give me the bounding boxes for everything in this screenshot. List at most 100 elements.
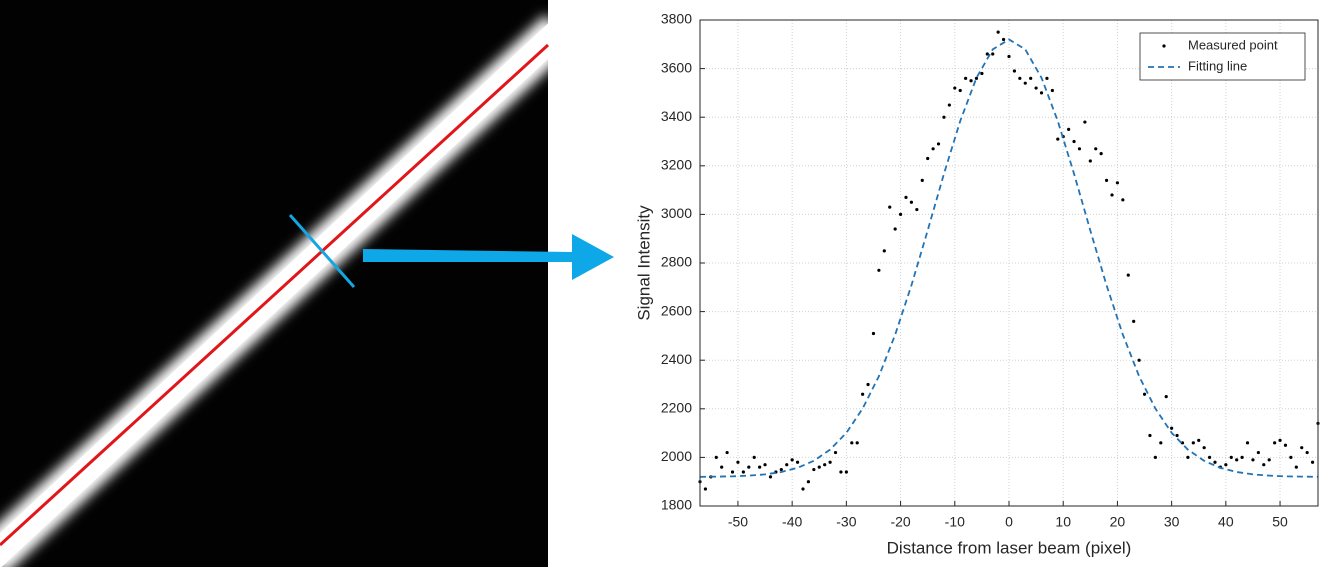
x-tick-label: 50 xyxy=(1272,514,1288,530)
measured-point xyxy=(1300,446,1304,450)
measured-point xyxy=(1294,465,1298,469)
x-axis-label: Distance from laser beam (pixel) xyxy=(887,538,1132,557)
measured-point xyxy=(991,52,995,56)
measured-point xyxy=(861,392,865,396)
measured-point xyxy=(1126,273,1130,277)
measured-point xyxy=(1099,152,1103,156)
measured-point xyxy=(725,450,729,455)
y-tick-label: 2000 xyxy=(661,448,692,464)
measured-point xyxy=(1207,455,1212,459)
measured-point xyxy=(1186,455,1190,459)
measured-point xyxy=(866,382,870,387)
plot: -50 -40 -30 -20 -10 0 10 20 30 40 50 1800 2000 2200 24… xyxy=(661,11,1320,530)
y-tick-label: 2600 xyxy=(661,302,692,318)
measured-point xyxy=(1077,147,1082,151)
measured-point xyxy=(1104,178,1109,182)
x-tick-label: 10 xyxy=(1055,514,1071,530)
measured-point xyxy=(1197,438,1201,442)
measured-point xyxy=(1110,193,1114,197)
measured-point xyxy=(1213,460,1217,464)
measured-point xyxy=(1001,37,1006,42)
measured-point xyxy=(898,212,903,216)
measured-point xyxy=(1164,395,1168,399)
measured-point xyxy=(1191,441,1195,445)
measured-point xyxy=(920,178,924,182)
measured-point xyxy=(1278,438,1282,442)
fitting-line xyxy=(699,38,1319,478)
measured-point xyxy=(953,86,957,90)
measured-point xyxy=(969,79,973,83)
y-tick-label: 2800 xyxy=(661,254,692,270)
x-tick-label: 20 xyxy=(1110,514,1126,530)
measured-point xyxy=(736,460,740,464)
measured-point xyxy=(844,470,848,474)
measured-point xyxy=(1007,54,1011,59)
y-tick-label: 3600 xyxy=(661,59,692,75)
center-line xyxy=(0,43,550,547)
measured-point xyxy=(1251,458,1255,462)
measured-point xyxy=(1159,441,1163,445)
measured-point xyxy=(904,195,908,199)
measured-point xyxy=(1153,455,1157,459)
measured-point xyxy=(996,30,1000,34)
measured-point xyxy=(850,441,854,445)
measured-point xyxy=(980,71,984,76)
measured-point xyxy=(1056,137,1060,141)
measured-point xyxy=(714,455,718,459)
x-tick-label: -40 xyxy=(782,514,802,530)
y-tick-label: 3400 xyxy=(661,108,692,124)
measured-point xyxy=(1088,159,1092,163)
measured-point xyxy=(1083,120,1087,124)
measured-point xyxy=(1039,91,1044,95)
measured-point xyxy=(1170,426,1174,430)
measured-point xyxy=(833,450,838,455)
measured-point xyxy=(1067,127,1071,131)
measured-point xyxy=(926,156,930,161)
measured-point xyxy=(985,52,989,56)
measured-point xyxy=(974,76,979,80)
arrow xyxy=(363,234,614,280)
measured-point xyxy=(1121,198,1125,202)
measured-point xyxy=(839,470,843,474)
y-axis-label: Signal Intensity xyxy=(634,205,653,321)
measured-point xyxy=(909,200,914,204)
measured-point xyxy=(1034,86,1038,90)
measured-point xyxy=(1310,460,1315,464)
measured-point xyxy=(877,268,881,272)
measured-point xyxy=(942,115,946,119)
measured-point xyxy=(964,76,968,80)
measured-point xyxy=(1050,88,1054,93)
measured-point xyxy=(1240,455,1244,459)
measured-point xyxy=(1142,392,1147,396)
measured-point xyxy=(758,465,762,469)
measured-point xyxy=(1256,450,1260,455)
y-tick-label: 3800 xyxy=(661,11,692,27)
measured-point xyxy=(936,142,941,146)
legend-box xyxy=(1139,32,1306,81)
measured-point xyxy=(1245,441,1250,445)
x-tick-label: -50 xyxy=(728,514,748,530)
measured-point xyxy=(931,147,935,151)
measured-point xyxy=(785,463,789,467)
measured-point xyxy=(1029,76,1033,80)
measured-point xyxy=(1045,76,1049,80)
measured-point xyxy=(1289,455,1293,459)
y-tick-label: 2200 xyxy=(661,400,692,416)
legend-label: Measured point xyxy=(1188,37,1278,52)
cross-section-line xyxy=(288,214,356,288)
measured-point xyxy=(795,460,800,464)
measured-point xyxy=(1137,358,1141,362)
measured-point xyxy=(1235,458,1239,462)
measured-point xyxy=(871,331,876,336)
measured-point xyxy=(828,460,832,464)
measured-point xyxy=(1202,446,1206,450)
measured-point xyxy=(1132,319,1136,323)
x-tick-label: -30 xyxy=(836,514,856,530)
measured-point xyxy=(806,480,811,484)
measured-point xyxy=(790,458,794,462)
x-tick-label: 30 xyxy=(1164,514,1180,530)
measured-point xyxy=(1283,443,1288,447)
measured-point xyxy=(1072,139,1076,144)
measured-point xyxy=(703,487,708,491)
